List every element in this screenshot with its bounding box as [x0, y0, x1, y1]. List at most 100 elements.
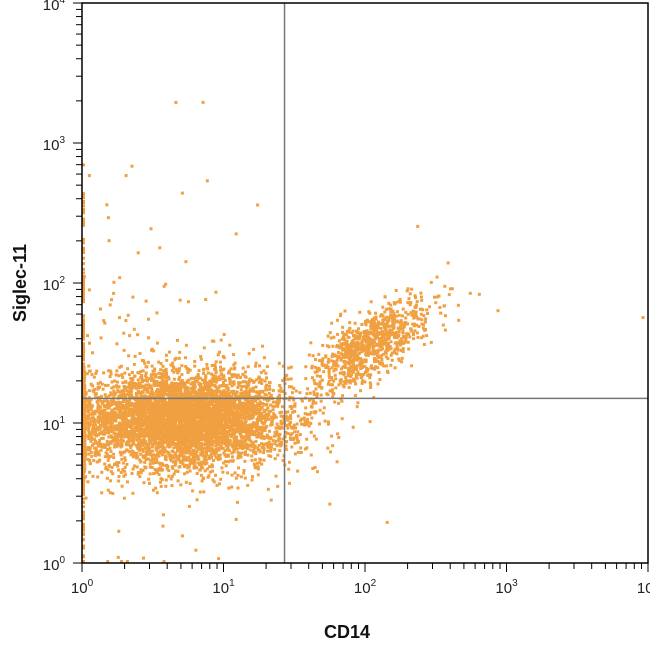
data-point [189, 451, 193, 455]
data-point [108, 420, 112, 424]
data-point [106, 458, 110, 462]
data-point [148, 395, 152, 399]
data-point [207, 428, 211, 432]
data-point [196, 445, 200, 449]
data-point [176, 479, 180, 483]
data-point [126, 411, 130, 415]
data-point [254, 425, 258, 429]
data-point [125, 462, 129, 466]
data-point [222, 389, 226, 393]
data-point [257, 434, 260, 438]
data-point [275, 404, 279, 408]
data-point [236, 414, 240, 418]
data-point [193, 440, 197, 444]
data-point [267, 398, 271, 402]
data-point [167, 419, 171, 423]
data-point [248, 377, 252, 381]
data-point [177, 377, 181, 381]
data-point [161, 463, 165, 467]
data-point [255, 435, 259, 439]
data-point [82, 443, 86, 447]
data-point [263, 379, 267, 383]
data-point [143, 422, 147, 426]
data-point [248, 402, 251, 406]
data-point [249, 409, 253, 413]
data-point [226, 471, 229, 475]
data-point [199, 355, 203, 359]
data-point [188, 368, 192, 372]
data-point [168, 412, 172, 416]
data-point [102, 429, 106, 433]
data-point [104, 451, 108, 455]
data-point [150, 389, 154, 393]
data-point [109, 449, 113, 453]
data-point [198, 401, 202, 405]
data-point [134, 408, 137, 412]
data-point [277, 361, 281, 365]
data-point [258, 461, 262, 465]
data-point [140, 442, 144, 446]
data-point [203, 469, 207, 473]
data-point [159, 412, 163, 416]
data-point [237, 466, 240, 470]
data-point [192, 410, 196, 414]
data-point [213, 363, 217, 367]
data-point [212, 448, 215, 452]
data-point [212, 434, 216, 437]
data-point [126, 393, 130, 397]
data-point [155, 448, 159, 452]
data-point [223, 399, 227, 403]
data-point [167, 417, 171, 421]
data-point [203, 412, 207, 416]
data-point [168, 456, 172, 460]
data-point [161, 437, 165, 441]
data-point [233, 447, 237, 451]
data-point [224, 435, 228, 439]
data-point [262, 421, 266, 425]
data-point [259, 395, 263, 399]
data-point [166, 438, 170, 442]
data-point [191, 402, 195, 406]
data-point [206, 371, 210, 375]
data-point [159, 419, 163, 423]
data-point [176, 371, 180, 375]
data-point [156, 384, 160, 388]
data-point [114, 407, 118, 411]
data-point [154, 424, 158, 428]
data-point [204, 440, 208, 444]
data-point [153, 429, 157, 433]
data-point [163, 376, 167, 380]
data-point [192, 428, 196, 432]
data-point [279, 419, 283, 423]
data-point [220, 404, 224, 408]
data-point [231, 445, 235, 449]
data-point [248, 415, 252, 419]
data-point [236, 500, 239, 504]
data-point [309, 453, 313, 457]
data-point [327, 422, 330, 426]
data-point [204, 443, 208, 447]
data-point [248, 432, 252, 436]
data-point [125, 448, 129, 452]
data-point [155, 382, 159, 386]
data-point [85, 403, 89, 407]
data-point [175, 435, 179, 439]
data-point [235, 404, 239, 408]
data-point [225, 454, 229, 458]
data-point [293, 410, 297, 413]
data-point [279, 440, 283, 444]
data-point [230, 373, 234, 377]
data-point [205, 467, 209, 471]
data-point [120, 437, 123, 441]
data-point [158, 451, 162, 455]
data-point [217, 456, 221, 460]
data-point [128, 401, 132, 405]
data-point [240, 430, 244, 433]
data-point [171, 361, 175, 365]
data-point [178, 436, 182, 440]
data-point [231, 392, 235, 395]
data-point [135, 435, 139, 439]
data-point [265, 433, 269, 437]
data-point [233, 471, 237, 475]
data-point [229, 419, 233, 423]
